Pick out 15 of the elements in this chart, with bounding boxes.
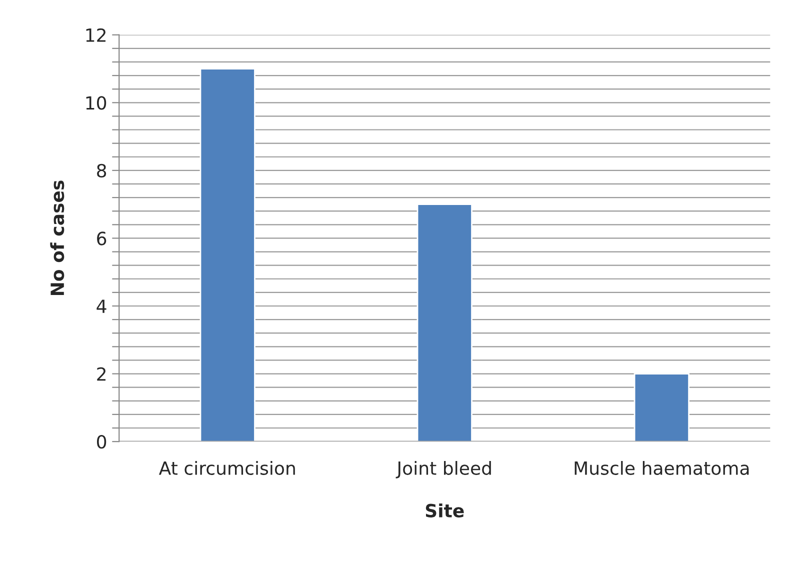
y-tick-label: 0 xyxy=(96,435,106,449)
bar xyxy=(416,204,472,442)
y-tick-label: 4 xyxy=(96,300,106,313)
y-tick-label: 10 xyxy=(86,96,106,110)
x-tick-label: Muscle haematoma xyxy=(574,461,749,475)
y-tick-label: 6 xyxy=(97,232,106,246)
y-tick-label: 2 xyxy=(97,367,106,381)
y-axis-title: No of cases xyxy=(50,180,64,296)
x-tick-label: Joint bleed xyxy=(396,461,491,478)
y-tick-label: 8 xyxy=(97,164,106,178)
bar xyxy=(634,373,690,442)
bar xyxy=(200,68,256,442)
y-tick-label: 12 xyxy=(86,28,106,42)
x-tick-label: At circumcision xyxy=(158,461,295,475)
x-axis-title: Site xyxy=(426,503,464,518)
